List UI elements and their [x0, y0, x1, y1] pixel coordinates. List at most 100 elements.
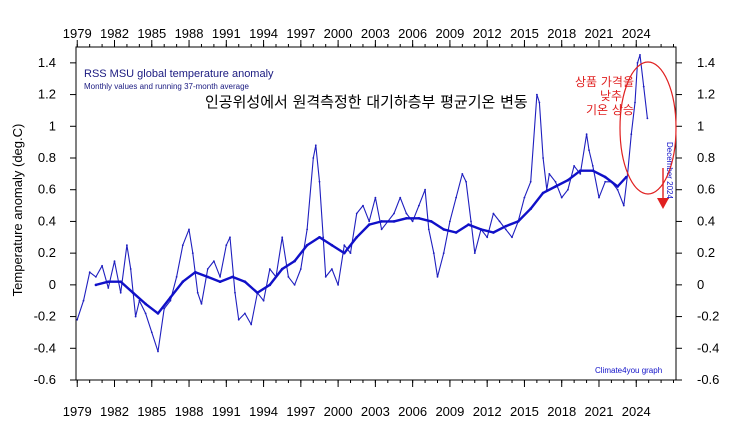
x-tick-label-bottom: 2006 [398, 404, 427, 419]
monthly-point [119, 291, 122, 294]
y-tick-label-left: -0.2 [34, 309, 56, 324]
korean-note-line1: 상품 가격을 [575, 75, 634, 89]
monthly-point [349, 252, 352, 255]
monthly-point [331, 268, 333, 270]
monthly-point [432, 252, 435, 255]
x-tick-label-bottom: 1982 [100, 404, 129, 419]
x-tick-label-top: 2018 [547, 26, 576, 41]
average-point [417, 217, 421, 220]
x-tick-label-bottom: 2012 [473, 404, 502, 419]
monthly-point [281, 236, 284, 239]
monthly-point [268, 268, 271, 270]
average-point [218, 280, 222, 284]
x-tick-label-top: 2003 [361, 26, 390, 41]
x-tick-label-bottom: 2015 [510, 404, 539, 419]
average-point [280, 267, 284, 271]
y-tick-label-left: -0.6 [34, 372, 56, 387]
average-point [541, 191, 545, 195]
average-point [492, 231, 495, 234]
monthly-point [418, 204, 420, 207]
monthly-point [82, 299, 85, 302]
x-tick-label-bottom: 1991 [212, 404, 241, 419]
monthly-point [405, 212, 408, 215]
average-point [616, 185, 619, 188]
x-tick-label-top: 2000 [324, 26, 353, 41]
average-point [566, 178, 570, 182]
monthly-point [219, 276, 222, 278]
monthly-point [554, 180, 557, 183]
monthly-point [380, 228, 383, 231]
monthly-point [642, 85, 645, 88]
monthly-point [424, 188, 426, 191]
x-tick-label-bottom: 2024 [622, 404, 651, 419]
monthly-point [312, 157, 315, 159]
average-point [305, 243, 309, 247]
average-point [268, 283, 272, 287]
average-point [169, 296, 172, 299]
average-point [579, 169, 582, 172]
monthly-point [213, 260, 215, 262]
y-tick-label-right: 1.4 [697, 55, 715, 70]
average-point [454, 231, 458, 234]
x-tick-label-bottom: 2009 [435, 404, 464, 419]
monthly-point [523, 196, 526, 199]
average-point [144, 302, 147, 306]
x-tick-label-top: 1991 [212, 26, 241, 41]
monthly-point [129, 268, 132, 270]
monthly-point [362, 204, 364, 207]
x-tick-label-top: 2006 [398, 26, 427, 41]
monthly-point [492, 212, 495, 215]
x-tick-label-bottom: 2018 [547, 404, 576, 419]
monthly-point [455, 196, 457, 199]
monthly-point [293, 284, 296, 286]
monthly-point [175, 276, 178, 278]
average-point [318, 236, 321, 239]
monthly-point [573, 165, 575, 167]
monthly-point [113, 260, 116, 262]
monthly-point [579, 173, 582, 175]
x-tick-label-bottom: 1997 [286, 404, 315, 419]
monthly-point [449, 220, 451, 223]
y-tick-label-left: 0.4 [38, 213, 56, 228]
monthly-point [591, 165, 594, 167]
x-tick-labels-top: 1979 1982 1985 1988 1991 1994 1997 2000 2003 2006… [63, 26, 651, 41]
monthly-point [461, 173, 464, 175]
y-tick-label-right: 0.8 [697, 150, 715, 165]
y-tick-label-right: 1.2 [697, 87, 715, 102]
average-point [343, 251, 346, 255]
monthly-point [465, 180, 467, 183]
annotation-arrow-head [657, 198, 669, 209]
credit-label: Climate4you graph [595, 366, 662, 375]
monthly-point [181, 244, 184, 247]
highlight-ellipse [619, 61, 677, 195]
monthly-point [616, 188, 619, 191]
average-point [243, 280, 247, 284]
average-point [94, 283, 98, 287]
x-tick-label-top: 1997 [286, 26, 315, 41]
x-tick-label-bottom: 1988 [175, 404, 204, 419]
monthly-point [322, 236, 325, 239]
monthly-point [107, 287, 110, 289]
monthly-point [337, 284, 339, 286]
monthly-point [169, 299, 172, 302]
monthly-point [486, 236, 489, 239]
monthly-point [368, 220, 371, 223]
average-point [330, 243, 334, 247]
y-tick-label-right: -0.4 [697, 340, 719, 355]
monthly-point [225, 244, 228, 247]
monthly-point [150, 331, 153, 334]
average-point [355, 236, 359, 239]
monthly-point [427, 228, 430, 231]
monthly-series-line [76, 54, 648, 353]
y-tick-label-left: 0.6 [38, 182, 56, 197]
average-point [119, 280, 122, 284]
y-tick-label-right: 0.4 [697, 213, 715, 228]
average-point [367, 223, 371, 226]
x-tick-label-bottom: 2003 [361, 404, 390, 419]
monthly-point [411, 220, 414, 223]
y-tick-label-left: -0.4 [34, 340, 56, 355]
monthly-point [634, 101, 636, 104]
average-point [516, 220, 520, 223]
monthly-point [95, 276, 97, 278]
x-tick-label-top: 2021 [585, 26, 614, 41]
